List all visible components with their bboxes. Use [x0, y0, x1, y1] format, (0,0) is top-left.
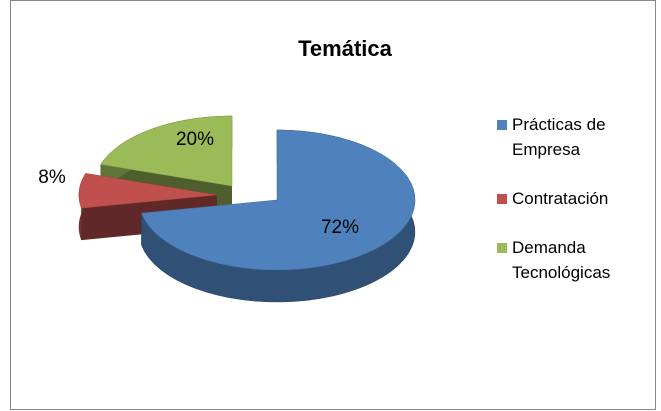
tops [78, 115, 416, 271]
data-label: 8% [38, 167, 66, 188]
legend-item: Prácticas de Empresa [497, 112, 647, 162]
legend-swatch [497, 120, 507, 130]
data-label: 72% [321, 217, 359, 238]
slice [141, 129, 416, 271]
slice [78, 173, 218, 209]
legend-swatch [497, 243, 507, 253]
legend-label: Demanda Tecnológicas [512, 238, 611, 282]
legend-item: Demanda Tecnológicas [497, 235, 647, 285]
legend-label: Contratación [512, 189, 609, 208]
legend-item: Contratación [497, 186, 647, 211]
chart-title: Temática [298, 36, 393, 61]
legend: Prácticas de Empresa Contratación Demanda … [497, 112, 647, 309]
legend-label: Prácticas de Empresa [512, 115, 606, 159]
slice [100, 115, 233, 187]
data-label: 20% [176, 129, 214, 150]
legend-swatch [497, 194, 507, 204]
